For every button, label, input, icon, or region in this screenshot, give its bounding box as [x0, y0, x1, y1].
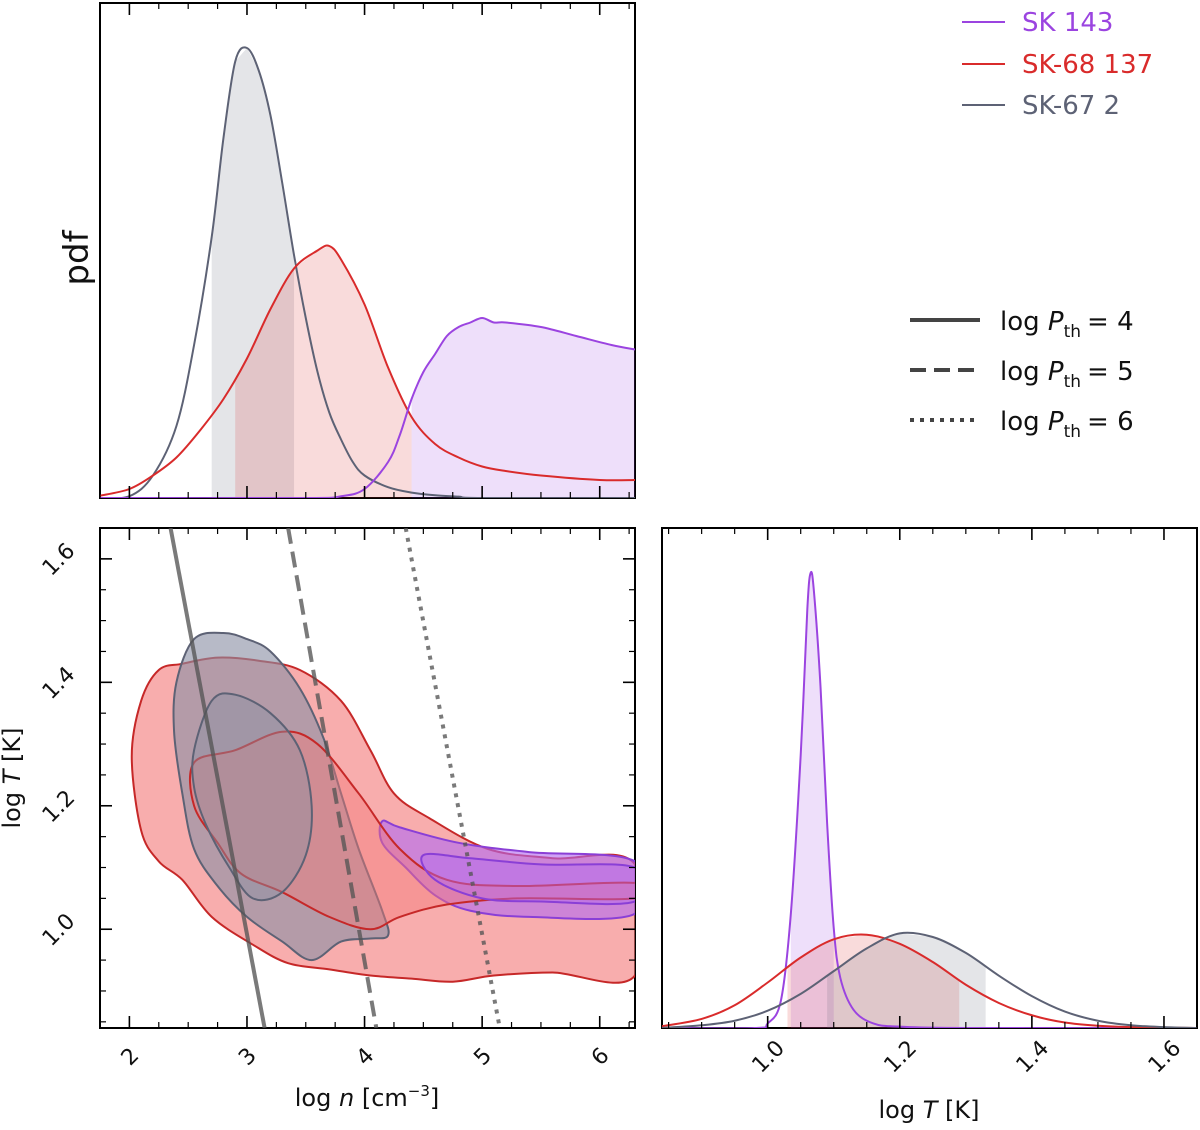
x-tick-label: 3 — [234, 1043, 262, 1071]
pressure-line-solid — [168, 528, 267, 1028]
x-tick-label: 4 — [352, 1043, 380, 1071]
legend-label-sk672: SK-67 2 — [1022, 91, 1120, 121]
legend-label-sk143: SK 143 — [1022, 8, 1113, 38]
contour-sk-143-outer — [378, 819, 635, 921]
pressure-line-dotted — [403, 528, 502, 1028]
x-tick-label: 1.4 — [1012, 1036, 1054, 1078]
logn-axis-label: log n [cm−3] — [295, 1082, 440, 1112]
joint-contour-panel — [99, 527, 636, 1029]
contour-sk-67-2-inner — [191, 692, 313, 902]
pdf-curve-sk-67-2 — [100, 46, 635, 498]
y-tick-label: 1.6 — [38, 539, 80, 581]
credible-interval-sk-143 — [790, 573, 834, 1028]
pdf-axis-label: pdf — [57, 229, 97, 285]
y-tick-label: 1.0 — [38, 909, 80, 951]
x-tick-label: 5 — [469, 1043, 497, 1071]
pressure-line-dashed — [286, 528, 379, 1028]
pdf-logn-panel — [99, 2, 636, 499]
legend-label-p5: log Pth = 5 — [1000, 357, 1134, 392]
credible-interval-sk-68-137 — [235, 246, 412, 498]
contour-sk-67-2-outer — [172, 631, 390, 962]
logT-y-axis-label: log T [K] — [0, 727, 26, 828]
pdf-curve-sk-143 — [662, 570, 1197, 1028]
pdf-curve-sk-68-137 — [100, 244, 635, 497]
x-tick-label: 2 — [117, 1043, 145, 1071]
logT-x-axis-label: log T [K] — [878, 1096, 979, 1124]
pdf-curve-sk-143 — [100, 316, 635, 498]
credible-interval-sk-67-2 — [827, 933, 986, 1028]
credible-interval-sk-143 — [411, 318, 635, 498]
legend-label-p4: log Pth = 4 — [1000, 307, 1134, 342]
x-tick-label: 1.6 — [1144, 1036, 1186, 1078]
y-tick-label: 1.2 — [38, 786, 80, 828]
legend-label-sk68137: SK-68 137 — [1022, 50, 1153, 80]
credible-interval-sk-68-137 — [787, 934, 960, 1028]
x-tick-label: 6 — [587, 1043, 615, 1071]
pdf-curve-sk-68-137 — [662, 933, 1197, 1028]
legend-label-p6: log Pth = 6 — [1000, 407, 1134, 442]
pressure-legend: log Pth = 4 log Pth = 5 log Pth = 6 — [910, 307, 1134, 442]
x-tick-label: 1.2 — [880, 1036, 922, 1078]
x-tick-label: 1.0 — [748, 1036, 790, 1078]
pdf-curve-sk-67-2 — [662, 931, 1197, 1028]
star-legend: SK 143 SK-68 137 SK-67 2 — [962, 8, 1153, 121]
y-tick-label: 1.4 — [38, 662, 80, 704]
